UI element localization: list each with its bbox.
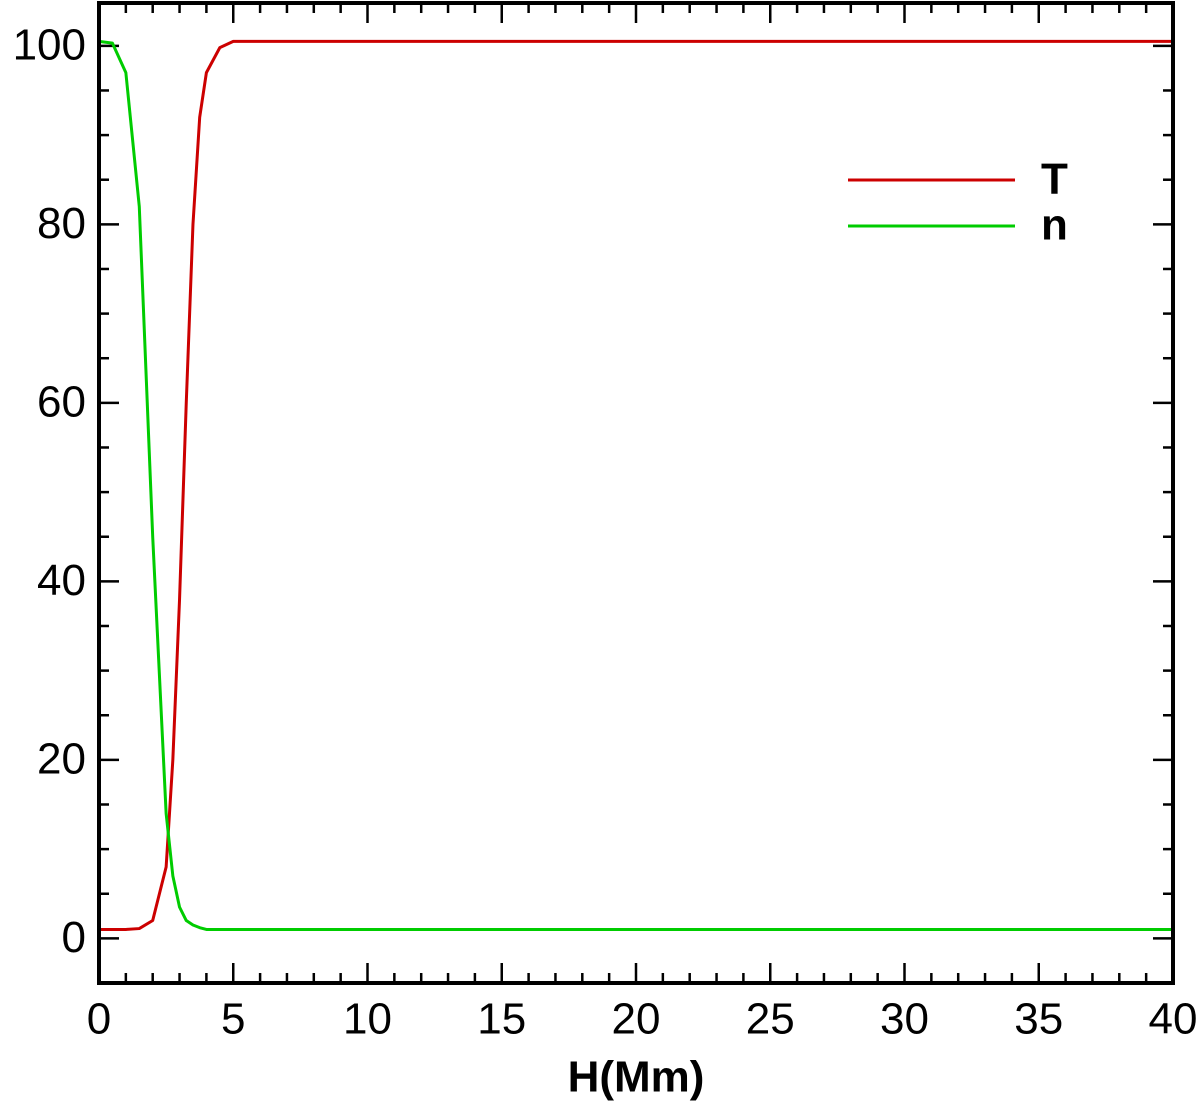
x-tick-label: 15 (477, 995, 526, 1044)
legend-label: n (1041, 201, 1068, 250)
plot-frame (97, 1, 1175, 985)
x-tick-label: 40 (1149, 995, 1198, 1044)
x-tick-label: 20 (612, 995, 661, 1044)
y-tick-label: 20 (37, 734, 86, 783)
y-tick-label: 80 (37, 199, 86, 248)
y-tick-label: 0 (62, 913, 86, 962)
x-tick-label: 5 (221, 995, 245, 1044)
y-tick-label: 60 (37, 377, 86, 426)
x-tick-label: 10 (343, 995, 392, 1044)
x-tick-label: 35 (1014, 995, 1063, 1044)
y-tick-label: 100 (13, 20, 86, 69)
x-tick-label: 30 (880, 995, 929, 1044)
line-series (98, 39, 1173, 931)
x-tick-label: 25 (746, 995, 795, 1044)
x-tick-label: 0 (87, 995, 111, 1044)
line-series (99, 39, 1173, 931)
y-tick-label: 40 (37, 556, 86, 605)
legend-label: T (1041, 155, 1068, 204)
x-axis-label: H(Mm) (568, 1053, 705, 1102)
